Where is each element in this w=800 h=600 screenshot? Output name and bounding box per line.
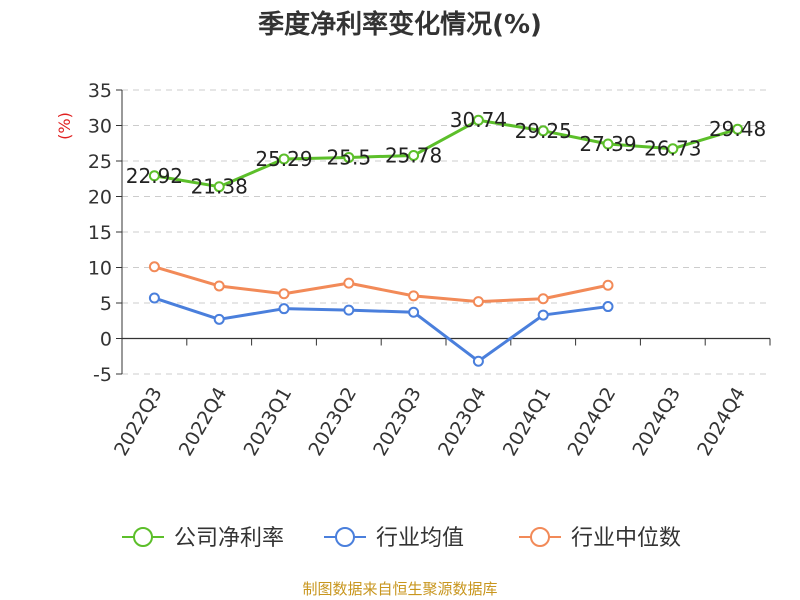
data-point (472, 296, 484, 308)
y-tick-label: 5 (100, 293, 112, 315)
x-tick-label: 2023Q4 (434, 384, 491, 460)
data-point (472, 114, 484, 126)
legend-marker-1 (335, 527, 355, 547)
x-tick-label: 2024Q3 (628, 384, 685, 460)
data-point (148, 170, 160, 182)
legend-label-0: 公司净利率 (174, 526, 284, 551)
source-note: 制图数据来自恒生聚源数据库 (302, 580, 497, 598)
series-line-1 (153, 296, 609, 363)
data-label: 26.73 (644, 137, 701, 161)
data-point (408, 149, 420, 161)
series-lines (148, 114, 744, 367)
data-label: 25.78 (385, 143, 442, 167)
data-point (148, 261, 160, 273)
grid-lines (122, 89, 770, 375)
data-point (602, 301, 614, 313)
data-label: 22.92 (126, 164, 183, 188)
data-point (278, 153, 290, 165)
data-point (343, 304, 355, 316)
data-point (732, 123, 744, 135)
legend-label-1: 行业均值 (376, 526, 464, 551)
y-tick-label: 25 (88, 151, 112, 173)
chart-title: 季度净利率变化情况(%) (258, 9, 542, 40)
x-tick-label: 2023Q1 (240, 384, 297, 460)
y-tick-label: 10 (88, 258, 112, 280)
legend: 公司净利率 行业均值 行业中位数 (122, 526, 681, 551)
series-line-2 (153, 265, 609, 304)
data-point (408, 290, 420, 302)
x-tick-label: 2022Q4 (175, 384, 232, 460)
data-point (408, 306, 420, 318)
data-point (213, 313, 225, 325)
data-point (602, 138, 614, 150)
data-label: 29.48 (709, 117, 766, 141)
legend-marker-0 (133, 527, 153, 547)
data-point (278, 288, 290, 300)
data-point (343, 277, 355, 289)
x-tick-label: 2024Q1 (499, 384, 556, 460)
data-label: 29.25 (515, 119, 572, 143)
x-tick-label: 2023Q3 (369, 384, 426, 460)
data-label: 25.5 (327, 145, 372, 169)
y-tick-label: -5 (93, 364, 112, 386)
data-point (278, 303, 290, 315)
y-tick-label: 20 (88, 187, 112, 209)
y-tick-label: 30 (88, 116, 112, 138)
x-tick-label: 2022Q3 (110, 384, 167, 460)
y-tick-label: 0 (100, 329, 112, 351)
data-point (602, 279, 614, 291)
legend-marker-2 (530, 527, 550, 547)
data-point (537, 125, 549, 137)
x-tick-label: 2023Q2 (304, 384, 361, 460)
data-label: 27.39 (579, 132, 636, 156)
legend-label-2: 行业中位数 (571, 526, 681, 551)
x-tick-label: 2024Q4 (693, 384, 750, 460)
data-label: 30.74 (450, 108, 507, 132)
data-point (343, 151, 355, 163)
data-point (148, 292, 160, 304)
data-point (537, 293, 549, 305)
data-point (667, 143, 679, 155)
y-tick-label: 35 (88, 80, 112, 102)
data-point (537, 309, 549, 321)
data-point (213, 280, 225, 292)
data-label: 25.29 (255, 147, 312, 171)
x-tick-label: 2024Q2 (564, 384, 621, 460)
data-point (472, 355, 484, 367)
data-point (213, 181, 225, 193)
y-tick-label: 15 (88, 222, 112, 244)
series-line-0 (154, 118, 739, 189)
y-axis-unit-label: (%) (55, 112, 74, 140)
data-labels: 22.92 21.38 25.29 25.5 25.78 30.74 29.25 27.39 2… (126, 108, 766, 198)
data-label: 21.38 (191, 175, 248, 199)
